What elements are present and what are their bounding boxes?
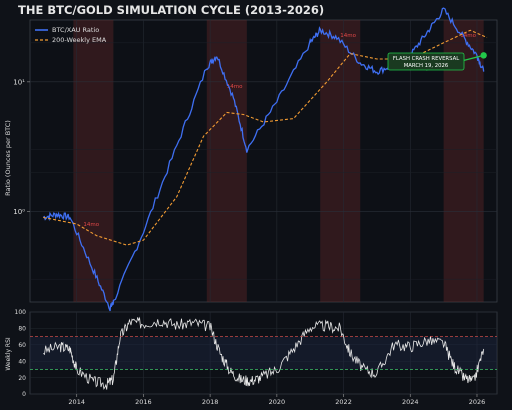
annotation-point bbox=[480, 52, 487, 59]
cycle-shade-2 bbox=[206, 20, 247, 302]
x-tick-label-2016: 2016 bbox=[135, 398, 152, 406]
legend-label-ema: 200-Weekly EMA bbox=[52, 36, 107, 44]
plot-background bbox=[29, 19, 498, 395]
y-tick-label-2: 10¹ bbox=[13, 78, 25, 86]
rsi-neutral-band bbox=[30, 336, 497, 370]
legend: BTC/XAU Ratio 200-Weekly EMA bbox=[35, 26, 107, 44]
x-tick-label-2020: 2020 bbox=[269, 398, 286, 406]
series-line-weekly-rsi bbox=[43, 316, 485, 390]
annotation-text-line-2: MARCH 19, 2026 bbox=[404, 63, 449, 69]
rsi-y-tick-label-60: 60 bbox=[18, 342, 26, 349]
x-tick-label-2024: 2024 bbox=[402, 398, 419, 406]
cycle-label-3: 14mo bbox=[340, 33, 356, 39]
cycle-label-1: 14mo bbox=[83, 222, 99, 228]
rsi-y-tick-label-100: 100 bbox=[15, 309, 27, 316]
rsi-y-tick-label-40: 40 bbox=[18, 358, 26, 365]
rsi-y-tick-label-0: 0 bbox=[22, 391, 26, 398]
cycle-shade-1 bbox=[73, 20, 114, 302]
x-tick-label-2018: 2018 bbox=[202, 398, 219, 406]
annotation-box bbox=[387, 52, 465, 71]
series-line-btc-xau-ratio bbox=[42, 7, 485, 312]
x-tick-label-2014: 2014 bbox=[68, 398, 85, 406]
cycle-label-4: 14mo bbox=[460, 33, 476, 39]
y-tick-label-1: 10⁰ bbox=[13, 208, 25, 216]
x-tick-label-2022: 2022 bbox=[335, 398, 352, 406]
cycle-shade-3 bbox=[320, 20, 361, 302]
x-tick-label-2026: 2026 bbox=[469, 398, 486, 406]
gridlines bbox=[30, 20, 497, 395]
y-axis-label: Ratio (Ounces per BTC) bbox=[4, 120, 12, 196]
chart-title: THE BTC/GOLD SIMULATION CYCLE (2013-2026… bbox=[18, 3, 324, 17]
cycle-label-2: 14mo bbox=[227, 84, 243, 90]
annotation-text-line-1: FLASH CRASH REVERSAL bbox=[393, 56, 459, 62]
rsi-y-axis-label: Weekly RSI bbox=[5, 337, 12, 371]
rsi-y-tick-label-20: 20 bbox=[18, 375, 26, 382]
legend-label-ratio: BTC/XAU Ratio bbox=[52, 26, 99, 34]
rsi-y-tick-label-80: 80 bbox=[18, 326, 26, 333]
